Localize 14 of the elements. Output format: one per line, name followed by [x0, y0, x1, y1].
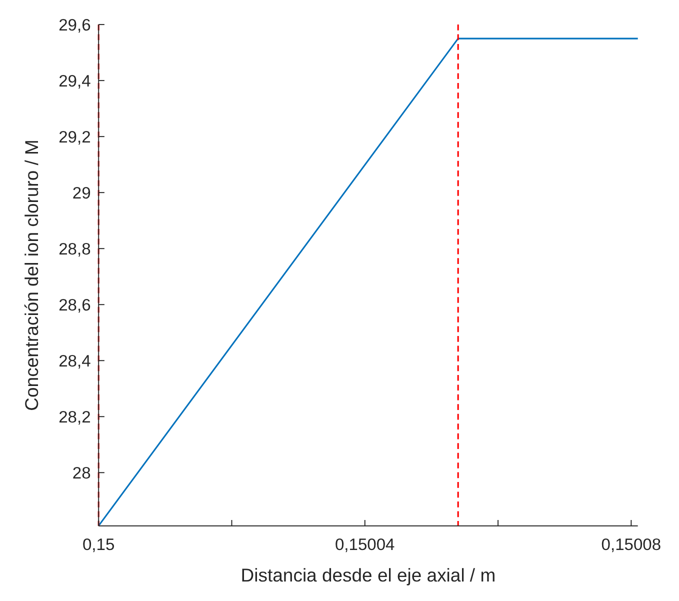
y-tick-label: 29,2: [58, 127, 91, 146]
y-tick-label: 28,2: [58, 407, 91, 426]
x-tick-label: 0,15008: [601, 535, 662, 554]
y-tick-label: 28,4: [58, 351, 91, 370]
y-tick-label: 29,6: [58, 15, 91, 34]
x-tick-label: 0,15: [82, 535, 115, 554]
y-tick-label: 28,8: [58, 239, 91, 258]
y-tick-label: 28,6: [58, 295, 91, 314]
x-axis-title: Distancia desde el eje axial / m: [240, 564, 496, 586]
y-tick-label: 29,4: [58, 71, 91, 90]
y-tick-label: 28: [72, 463, 91, 482]
y-tick-label: 29: [72, 183, 91, 202]
x-tick-label: 0,15004: [335, 535, 395, 554]
y-axis-title: Concentración del ion cloruro / M: [21, 140, 42, 411]
